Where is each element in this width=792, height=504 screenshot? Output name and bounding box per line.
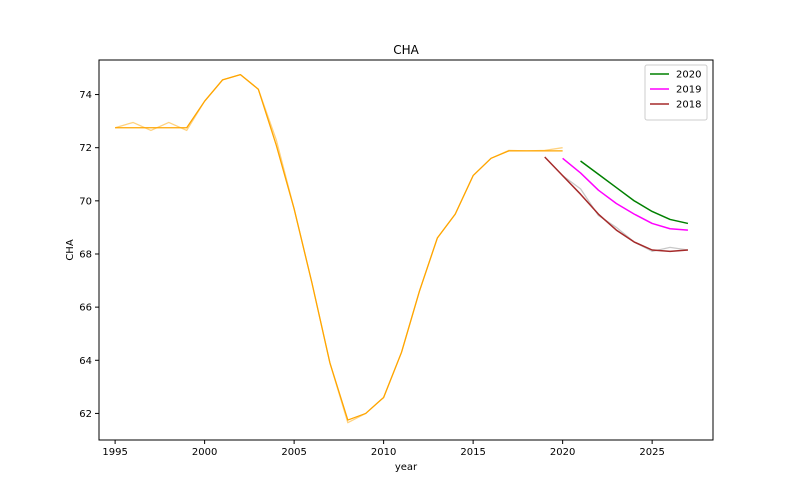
y-axis-label: CHA	[65, 239, 76, 261]
series-line-2019	[562, 157, 688, 231]
series-line-3	[115, 73, 563, 421]
x-tick-label: 2015	[460, 447, 485, 458]
legend-box	[644, 64, 708, 121]
y-tick-label: 66	[79, 303, 92, 314]
x-tick-label: 1995	[102, 447, 127, 458]
y-tick-label: 64	[79, 356, 92, 367]
y-tick-label: 72	[79, 143, 92, 154]
x-tick-label: 2020	[550, 447, 575, 458]
x-tick-label: 2005	[281, 447, 306, 458]
y-tick-label: 62	[79, 409, 92, 420]
y-axis: 62 64 66 68 70 72 74	[79, 90, 99, 420]
legend: 2020 2019 2018	[644, 64, 708, 121]
x-axis-label: year	[395, 462, 418, 473]
legend-label-2020: 2020	[676, 70, 701, 81]
x-tick-label: 2000	[192, 447, 217, 458]
series-layer	[114, 73, 689, 424]
legend-label-2019: 2019	[676, 85, 701, 96]
chart-title: CHA	[393, 43, 419, 57]
x-tick-label: 2025	[639, 447, 664, 458]
x-axis: 1995 2000 2005 2010 2015 2020 2025	[102, 440, 665, 458]
series-line-2	[562, 175, 689, 252]
y-tick-label: 68	[79, 249, 92, 260]
y-tick-label: 70	[79, 196, 92, 207]
x-tick-label: 2010	[371, 447, 396, 458]
legend-label-2018: 2018	[676, 100, 701, 111]
series-line-2020	[580, 160, 689, 225]
series-line-2018	[544, 156, 688, 253]
y-tick-label: 74	[79, 90, 92, 101]
plot-frame	[98, 59, 714, 441]
